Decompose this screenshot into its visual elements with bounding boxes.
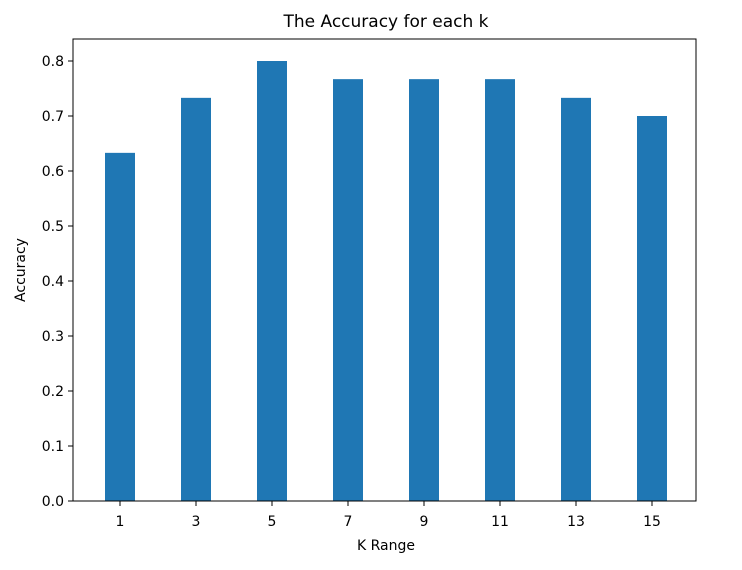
y-tick-label: 0.8	[42, 54, 64, 70]
x-tick-label: 11	[491, 514, 509, 530]
y-tick-label: 0.6	[42, 164, 64, 180]
bar-k-7	[333, 79, 363, 502]
bar-k-1	[105, 152, 135, 501]
bar-k-13	[561, 97, 591, 501]
y-tick-label: 0.7	[42, 109, 64, 125]
bar-k-11	[485, 79, 515, 502]
x-tick-label: 13	[567, 514, 585, 530]
y-axis: 0.0 0.1 0.2 0.3 0.4 0.5 0.6 0.7 0.8	[42, 54, 73, 510]
y-tick-label: 0.2	[42, 384, 64, 400]
bars-layer	[105, 61, 667, 502]
x-tick-label: 7	[344, 514, 353, 530]
bar-k-15	[637, 116, 667, 501]
x-axis: 1 3 5 7 9 11 13 15	[116, 501, 661, 530]
x-tick-label: 1	[116, 514, 125, 530]
x-tick-label: 15	[643, 514, 661, 530]
y-axis-label: Accuracy	[13, 238, 29, 302]
y-tick-label: 0.0	[42, 494, 64, 510]
y-tick-label: 0.1	[42, 439, 64, 455]
plot-area-frame	[72, 38, 697, 502]
bar-k-5	[257, 61, 287, 501]
y-tick-label: 0.5	[42, 219, 64, 235]
x-axis-label: K Range	[357, 538, 415, 554]
bar-k-9	[409, 79, 439, 502]
x-tick-label: 9	[420, 514, 429, 530]
bar-k-3	[181, 97, 211, 501]
chart-title: The Accuracy for each k	[282, 12, 488, 32]
x-tick-label: 3	[192, 514, 201, 530]
x-tick-label: 5	[268, 514, 277, 530]
y-tick-label: 0.3	[42, 329, 64, 345]
y-tick-label: 0.4	[42, 274, 64, 290]
